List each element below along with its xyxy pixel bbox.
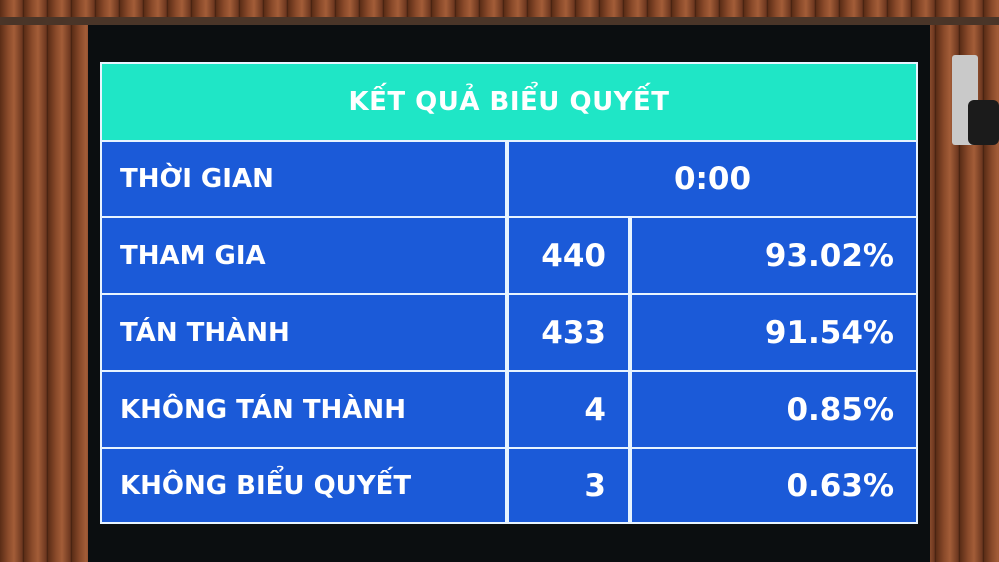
row-label-participating: THAM GIA bbox=[102, 218, 505, 293]
row-label-approve: TÁN THÀNH bbox=[102, 295, 505, 370]
time-label: THỜI GIAN bbox=[102, 142, 505, 216]
results-title: KẾT QUẢ BIỂU QUYẾT bbox=[102, 64, 916, 140]
row-label-abstain: KHÔNG BIỂU QUYẾT bbox=[102, 449, 505, 522]
row-count-abstain: 3 bbox=[509, 449, 628, 522]
time-value: 0:00 bbox=[509, 142, 916, 216]
row-count-participating: 440 bbox=[509, 218, 628, 293]
wood-rail bbox=[0, 17, 999, 25]
row-label-disapprove: KHÔNG TÁN THÀNH bbox=[102, 372, 505, 447]
row-percent-approve: 91.54% bbox=[632, 295, 916, 370]
row-percent-abstain: 0.63% bbox=[632, 449, 916, 522]
row-percent-disapprove: 0.85% bbox=[632, 372, 916, 447]
row-count-approve: 433 bbox=[509, 295, 628, 370]
row-count-disapprove: 4 bbox=[509, 372, 628, 447]
row-percent-participating: 93.02% bbox=[632, 218, 916, 293]
camera-icon bbox=[968, 100, 999, 145]
voting-results-table: KẾT QUẢ BIỂU QUYẾT THỜI GIAN 0:00 THAM G… bbox=[100, 62, 918, 524]
